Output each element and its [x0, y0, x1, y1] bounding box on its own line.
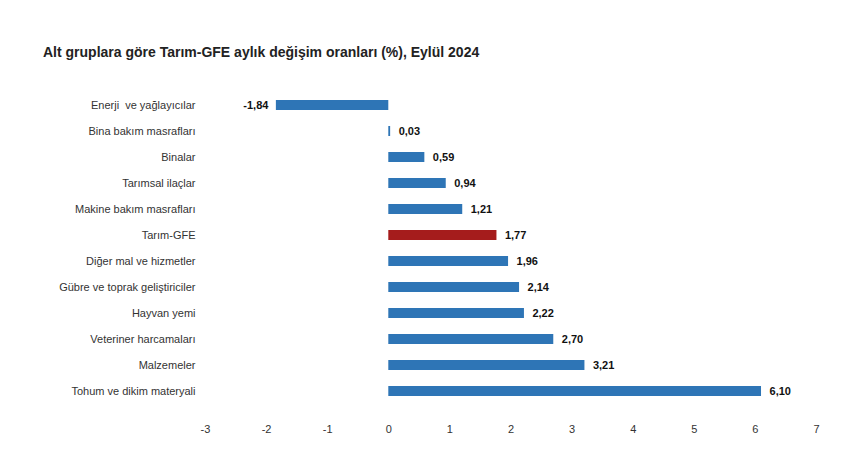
- svg-text:-1: -1: [323, 423, 333, 435]
- svg-text:-3: -3: [201, 423, 211, 435]
- svg-text:4: 4: [630, 423, 636, 435]
- svg-text:Malzemeler: Malzemeler: [139, 359, 196, 371]
- svg-text:2,14: 2,14: [528, 281, 550, 293]
- svg-text:0: 0: [386, 423, 392, 435]
- svg-text:2,70: 2,70: [562, 333, 583, 345]
- svg-text:-1,84: -1,84: [243, 99, 269, 111]
- svg-text:Gübre ve toprak geliştiriciler: Gübre ve toprak geliştiriciler: [59, 281, 196, 293]
- svg-text:2: 2: [508, 423, 514, 435]
- svg-text:Hayvan yemi: Hayvan yemi: [132, 307, 196, 319]
- svg-text:6,10: 6,10: [770, 385, 791, 397]
- svg-text:Tarım-GFE: Tarım-GFE: [142, 229, 196, 241]
- svg-text:3: 3: [569, 423, 575, 435]
- svg-text:Diğer mal ve hizmetler: Diğer mal ve hizmetler: [86, 255, 196, 267]
- svg-text:6: 6: [752, 423, 758, 435]
- svg-text:Tarımsal ilaçlar: Tarımsal ilaçlar: [122, 177, 196, 189]
- svg-text:1,96: 1,96: [517, 255, 538, 267]
- svg-text:0,59: 0,59: [433, 151, 454, 163]
- svg-text:3,21: 3,21: [593, 359, 614, 371]
- svg-text:1: 1: [447, 423, 453, 435]
- svg-text:5: 5: [691, 423, 697, 435]
- svg-text:0,03: 0,03: [399, 125, 420, 137]
- svg-text:1,77: 1,77: [505, 229, 526, 241]
- svg-text:Tohum ve dikim materyali: Tohum ve dikim materyali: [71, 385, 195, 397]
- svg-text:Bina bakım masrafları: Bina bakım masrafları: [89, 125, 196, 137]
- svg-text:Veteriner harcamaları: Veteriner harcamaları: [90, 333, 195, 345]
- svg-text:0,94: 0,94: [454, 177, 476, 189]
- svg-text:Makine bakım masrafları: Makine bakım masrafları: [75, 203, 195, 215]
- svg-text:Enerji ve yağlayıcılar: Enerji ve yağlayıcılar: [91, 99, 196, 111]
- svg-text:7: 7: [813, 423, 819, 435]
- html-text:Alt gruplara göre Tarım-GFE ay: Alt gruplara göre Tarım-GFE aylık değişi…: [43, 44, 480, 60]
- svg-text:1,21: 1,21: [471, 203, 492, 215]
- svg-text:-2: -2: [262, 423, 272, 435]
- svg-text:2,22: 2,22: [532, 307, 553, 319]
- svg-text:Binalar: Binalar: [161, 151, 196, 163]
